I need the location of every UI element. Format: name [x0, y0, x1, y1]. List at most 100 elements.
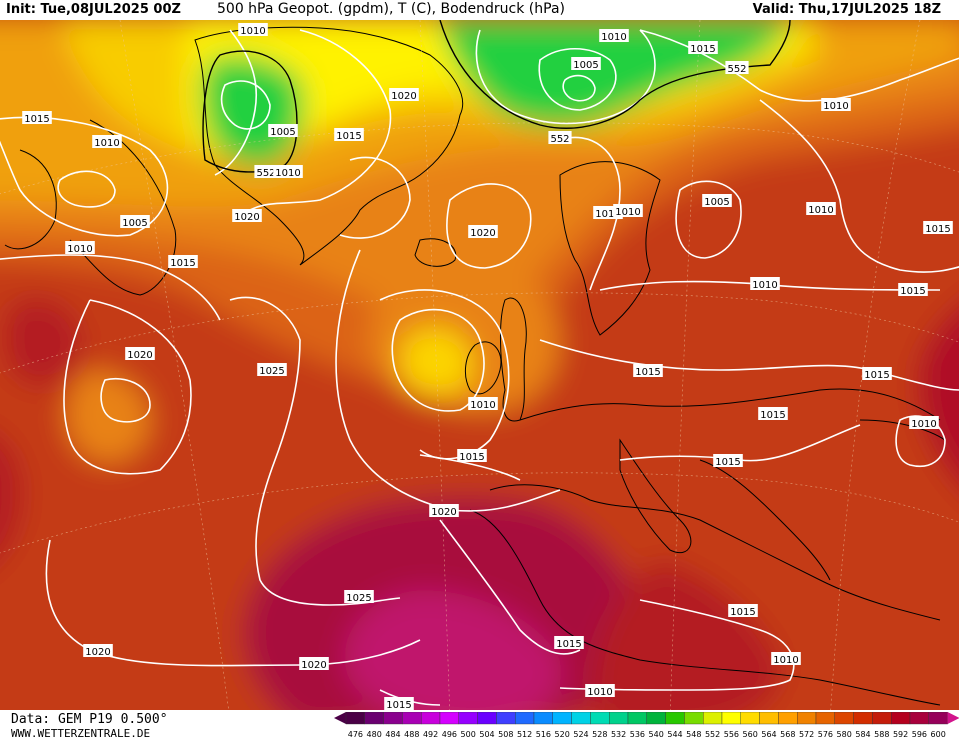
colorbar-swatch — [815, 712, 835, 725]
isobar-label: 1020 — [389, 88, 419, 102]
isobar-label: 1020 — [299, 657, 329, 671]
colorbar-tick-label: 600 — [931, 730, 946, 739]
colorbar-swatch — [721, 712, 741, 725]
colorbar-tick-label: 504 — [479, 730, 494, 739]
colorbar-swatch — [759, 712, 779, 725]
colorbar-tick-label: 532 — [611, 730, 626, 739]
isobar-label: 552 — [548, 131, 572, 145]
isobar-label: 1015 — [923, 221, 953, 235]
colorbar-tick-label: 508 — [498, 730, 513, 739]
colorbar-tick-label: 488 — [404, 730, 419, 739]
colorbar-swatch — [872, 712, 892, 725]
colorbar-tick-label: 580 — [837, 730, 852, 739]
isobar-label-text: 1020 — [127, 350, 152, 361]
isobar-label: 1015 — [457, 449, 487, 463]
colorbar-tick-label: 476 — [348, 730, 363, 739]
isobar-label: 1010 — [273, 165, 303, 179]
colorbar-swatch — [571, 712, 591, 725]
valid-time: Valid: Thu,17JUL2025 18Z — [752, 2, 941, 17]
isobar-label: 1015 — [758, 407, 788, 421]
isobar-label: 1015 — [334, 128, 364, 142]
isobar-label-text: 1025 — [259, 366, 284, 377]
isobar-label-text: 1025 — [346, 593, 371, 604]
colorbar-swatch — [891, 712, 911, 725]
isobar-label: 1020 — [468, 225, 498, 239]
isobar-label: 552 — [254, 165, 278, 179]
isobar-label-text: 1005 — [573, 60, 598, 71]
isobar-label: 1025 — [344, 590, 374, 604]
isobar-label-text: 1015 — [715, 457, 740, 468]
isobar-label-text: 1015 — [760, 410, 785, 421]
isobar-label: 1010 — [238, 23, 268, 37]
isobar-label: 1010 — [613, 204, 643, 218]
colorbar: 476 480 484 488 492 496 500 504 508 512 516 520 524 5… — [334, 712, 959, 739]
isobar-label: 1020 — [429, 504, 459, 518]
isobar-label: 1015 — [384, 697, 414, 710]
website-credit: WWW.WETTERZENTRALE.DE — [11, 727, 151, 740]
isobar-label-text: 552 — [727, 64, 746, 75]
colorbar-swatch — [552, 712, 572, 725]
isobar-label-text: 1015 — [925, 224, 950, 235]
isobar-label: 1005 — [120, 215, 150, 229]
isobar-label-text: 1005 — [704, 197, 729, 208]
isobars — [0, 29, 959, 706]
isobar-label-text: 1015 — [170, 258, 195, 269]
isobar-label-text: 1010 — [587, 687, 612, 698]
isobar-label: 1015 — [688, 41, 718, 55]
isobar-label: 1005 — [268, 124, 298, 138]
colorbar-swatch — [684, 712, 704, 725]
isobar-label: 1005 — [571, 57, 601, 71]
colorbar-tick-label: 512 — [517, 730, 532, 739]
isobar-label-text: 1010 — [773, 655, 798, 666]
isobar-label-text: 1010 — [94, 138, 119, 149]
isobar-label-text: 552 — [550, 134, 569, 145]
colorbar-tick-label: 536 — [630, 730, 645, 739]
isobar-label: 1015 — [862, 367, 892, 381]
isobar-label-text: 1010 — [601, 32, 626, 43]
isobar-label: 1010 — [750, 277, 780, 291]
colorbar-tick-label: 548 — [686, 730, 701, 739]
colorbar-tick-label: 496 — [442, 730, 457, 739]
colorbar-tick-label: 516 — [536, 730, 551, 739]
isobar-label-text: 1015 — [556, 639, 581, 650]
colorbar-swatch — [797, 712, 817, 725]
colorbar-swatch — [646, 712, 666, 725]
isobar-label: 1010 — [599, 29, 629, 43]
colorbar-swatch — [496, 712, 516, 725]
map-title: 500 hPa Geopot. (gpdm), T (C), Bodendruc… — [217, 1, 565, 17]
isobar-label: 1005 — [702, 194, 732, 208]
isobar-label: 1020 — [83, 644, 113, 658]
isobar-label-text: 1005 — [122, 218, 147, 229]
map-footer: Data: GEM P19 0.500° WWW.WETTERZENTRALE.… — [0, 710, 959, 741]
isobar-label: 1020 — [125, 347, 155, 361]
colorbar-swatch — [439, 712, 459, 725]
isobar-label-text: 1020 — [391, 91, 416, 102]
coastlines — [4, 26, 946, 706]
colorbar-swatch — [420, 712, 441, 725]
isobar-label: 1010 — [909, 416, 939, 430]
isobar-label-text: 1020 — [301, 660, 326, 671]
isobar-label: 1010 — [92, 135, 122, 149]
colorbar-swatch — [609, 712, 629, 725]
isobar-label-text: 1015 — [900, 286, 925, 297]
isobar-label-text: 1010 — [615, 207, 640, 218]
colorbar-tick-label: 588 — [874, 730, 889, 739]
colorbar-tick-label: 564 — [761, 730, 776, 739]
isobar-label-text: 1010 — [470, 400, 495, 411]
colorbar-tick-label: 520 — [555, 730, 570, 739]
colorbar-swatch — [909, 712, 929, 725]
data-source: Data: GEM P19 0.500° — [11, 712, 168, 727]
colorbar-tick-label: 544 — [667, 730, 682, 739]
isobar-label: 552 — [725, 61, 749, 75]
colorbar-tick-label: 556 — [724, 730, 739, 739]
isobar-label-text: 1020 — [85, 647, 110, 658]
colorbar-swatch — [665, 712, 685, 725]
isobar-label: 1015 — [168, 255, 198, 269]
colorbar-tick-label: 576 — [818, 730, 833, 739]
colorbar-tick-label: 596 — [912, 730, 927, 739]
isobar-label: 1020 — [232, 209, 262, 223]
colorbar-swatch — [590, 712, 610, 725]
isobar-label-text: 1015 — [690, 44, 715, 55]
isobar-label: 1015 — [898, 283, 928, 297]
colorbar-swatch — [627, 712, 647, 725]
